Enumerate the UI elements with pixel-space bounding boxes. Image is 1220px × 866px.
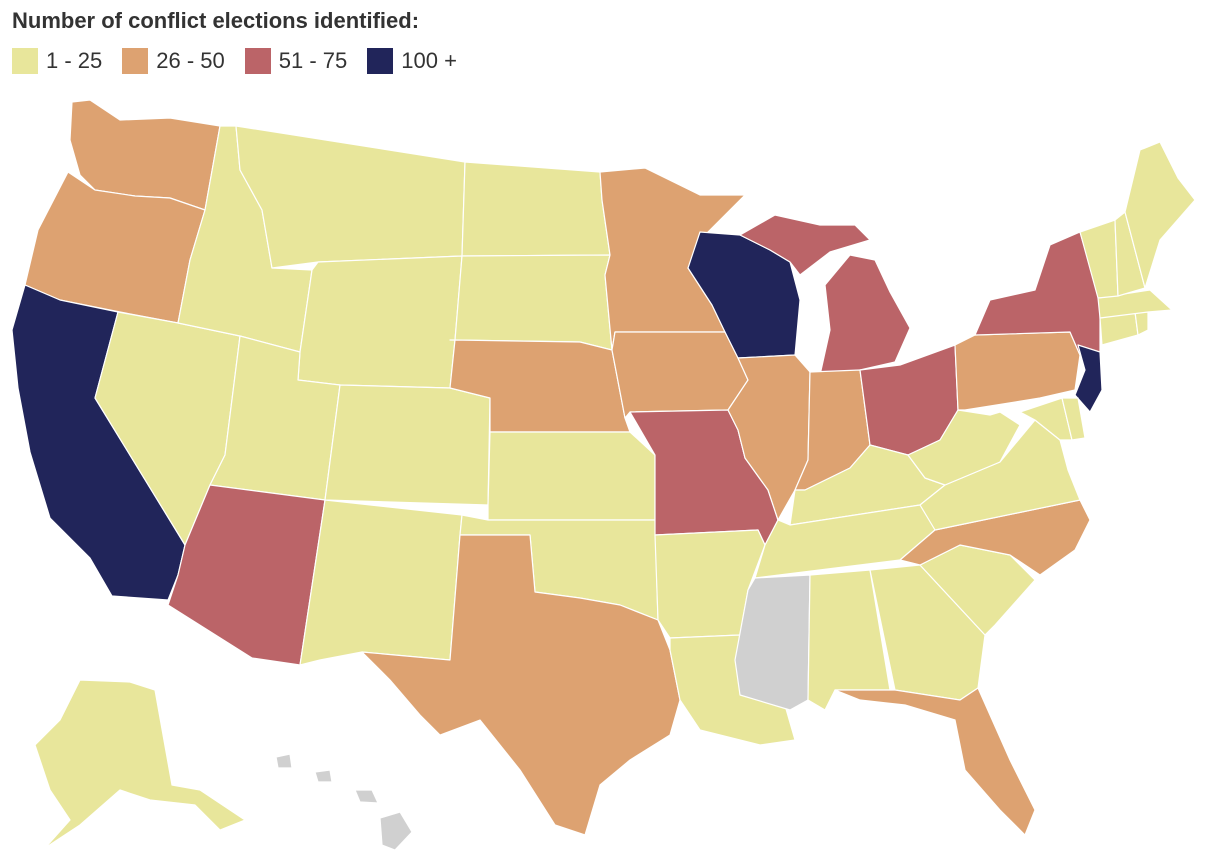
- legend-label-51-75: 51 - 75: [278, 48, 348, 73]
- state-hi-oahu[interactable]: [314, 769, 333, 783]
- state-co[interactable]: [324, 384, 491, 506]
- legend: 1 - 25 26 - 50 51 - 75 100 +: [12, 48, 477, 74]
- state-hi-big[interactable]: [379, 811, 413, 851]
- legend-label-26-50: 26 - 50: [156, 48, 225, 73]
- state-de[interactable]: [1061, 397, 1086, 441]
- legend-swatch-26-50: [122, 48, 149, 74]
- state-mi[interactable]: [819, 254, 911, 376]
- legend-item-1-25: 1 - 25: [12, 48, 102, 74]
- state-wy[interactable]: [297, 255, 463, 389]
- legend-title: Number of conflict elections identified:: [12, 8, 420, 33]
- legend-swatch-51-75: [244, 48, 271, 74]
- state-mi-up[interactable]: [739, 214, 871, 276]
- legend-label-100-plus: 100 +: [401, 48, 457, 73]
- state-nj[interactable]: [1074, 344, 1103, 413]
- state-ak[interactable]: [34, 679, 246, 849]
- state-tx[interactable]: [361, 534, 681, 836]
- state-me[interactable]: [1124, 141, 1196, 289]
- state-ma[interactable]: [1097, 289, 1173, 319]
- state-ks[interactable]: [487, 431, 656, 521]
- legend-swatch-1-25: [12, 48, 38, 74]
- state-hi-maui[interactable]: [354, 789, 379, 804]
- legend-item-100-plus: 100 +: [367, 48, 457, 74]
- state-sd[interactable]: [449, 254, 613, 351]
- state-mt[interactable]: [235, 125, 466, 269]
- legend-item-51-75: 51 - 75: [244, 48, 348, 74]
- state-md[interactable]: [1019, 397, 1073, 441]
- state-fl[interactable]: [834, 687, 1036, 836]
- legend-swatch-100-plus: [367, 48, 394, 74]
- state-nd[interactable]: [461, 161, 611, 257]
- state-hi-kauai[interactable]: [275, 753, 293, 769]
- state-nm[interactable]: [299, 499, 463, 666]
- legend-item-26-50: 26 - 50: [122, 48, 225, 74]
- state-il[interactable]: [727, 354, 811, 521]
- state-wv[interactable]: [907, 409, 1021, 486]
- state-ri[interactable]: [1134, 311, 1149, 336]
- legend-label-1-25: 1 - 25: [46, 48, 103, 73]
- state-ia[interactable]: [611, 331, 749, 419]
